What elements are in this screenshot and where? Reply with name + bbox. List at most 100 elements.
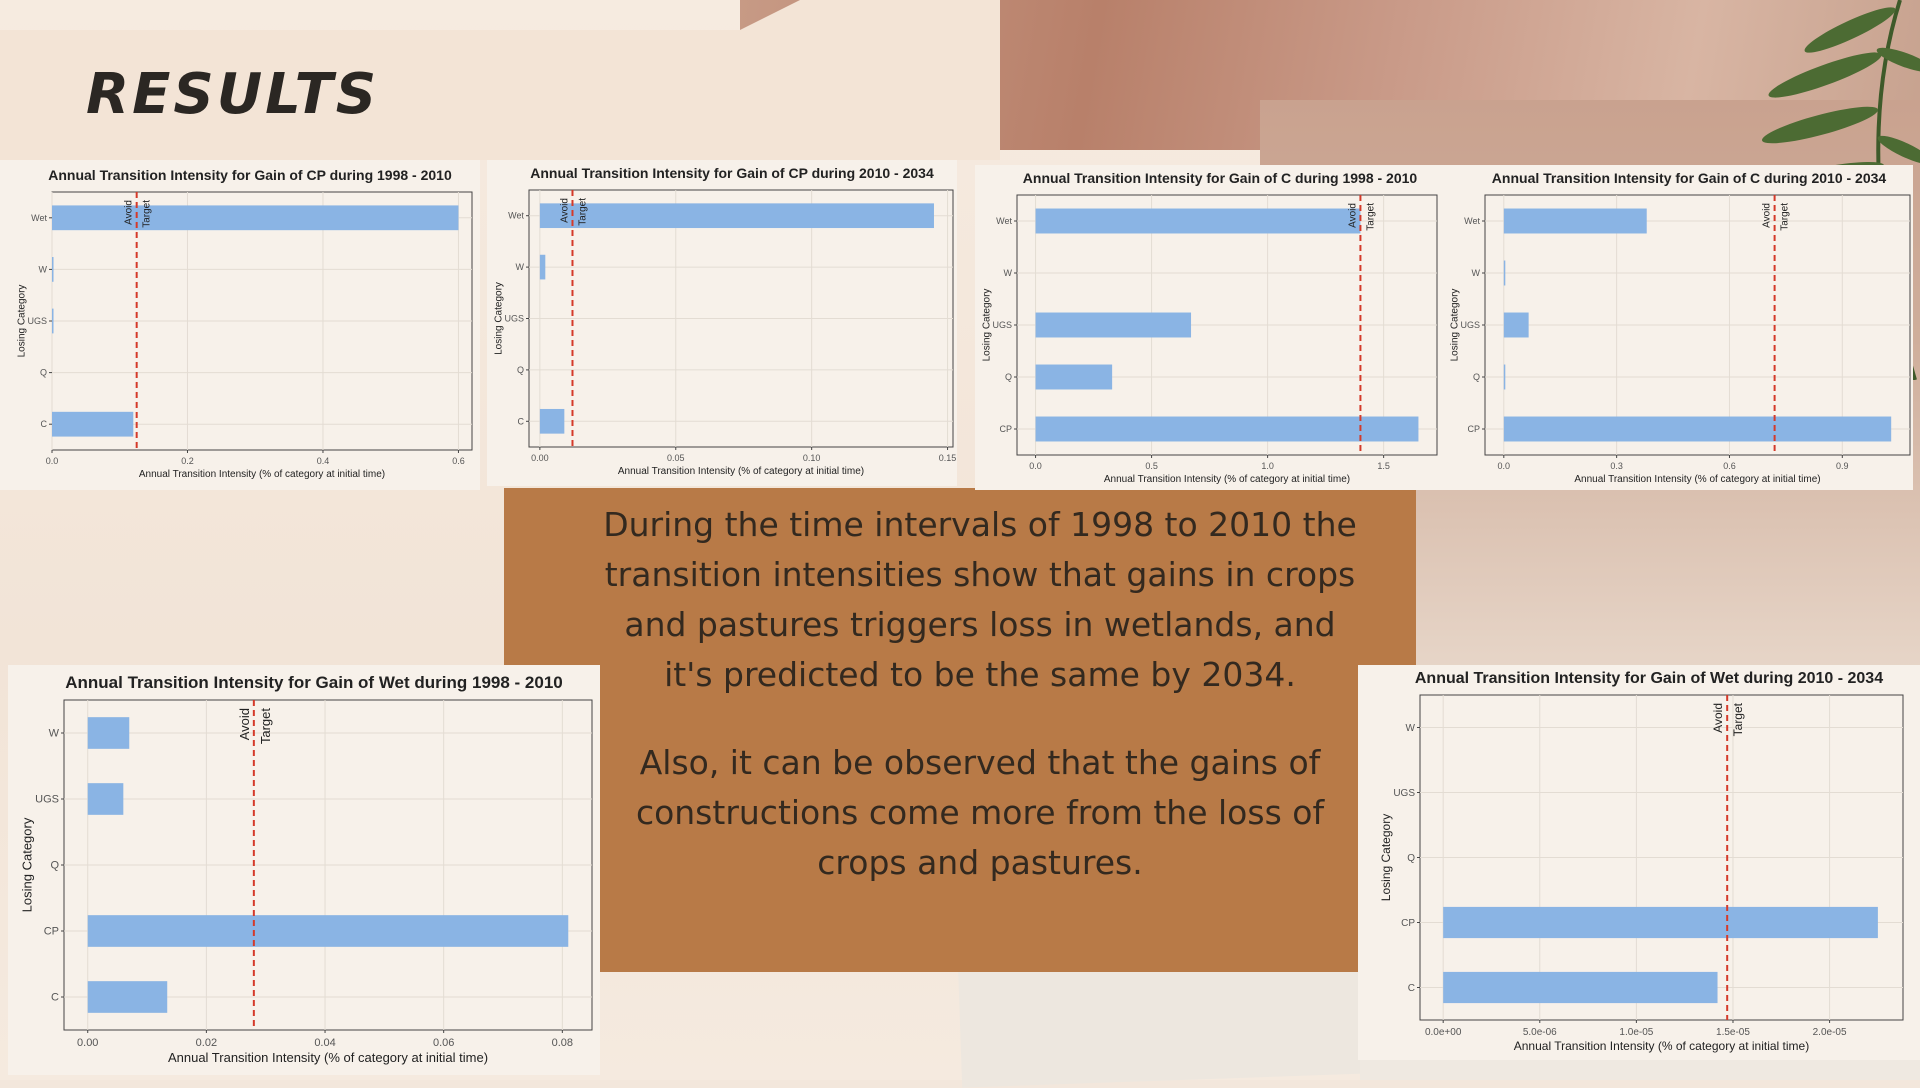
y-tick-label: CP	[44, 926, 59, 938]
chart-title: Annual Transition Intensity for Gain of …	[1492, 170, 1887, 186]
y-tick-label: Wet	[996, 216, 1012, 226]
bar-w	[87, 717, 130, 749]
y-axis-label: Losing Category	[494, 282, 505, 355]
y-tick-label: C	[51, 992, 59, 1004]
chart-title: Annual Transition Intensity for Gain of …	[65, 673, 563, 692]
y-axis-label: Losing Category	[17, 285, 28, 358]
x-tick-label: 0.0	[46, 456, 59, 466]
y-tick-label: UGS	[1393, 788, 1415, 799]
x-tick-label: 0.02	[196, 1037, 217, 1049]
bar-wet	[539, 203, 934, 229]
x-tick-label: 0.6	[452, 456, 465, 466]
x-tick-label: 0.06	[433, 1037, 454, 1049]
bar-c	[1443, 971, 1718, 1004]
chart-panel-3: Annual Transition Intensity for Gain of …	[975, 165, 1445, 490]
x-tick-label: 0.0e+00	[1425, 1027, 1462, 1038]
y-axis-label: Losing Category	[1450, 289, 1461, 362]
annotation-avoid: Avoid	[1762, 203, 1773, 228]
bar-c	[539, 408, 565, 434]
y-tick-label: W	[39, 264, 48, 274]
y-tick-label: Q	[1005, 372, 1012, 382]
x-axis-label: Annual Transition Intensity (% of catego…	[1574, 474, 1820, 485]
bar-cp	[1443, 906, 1878, 939]
annotation-target: Target	[142, 200, 153, 228]
bar-c	[52, 411, 134, 437]
bar-cp	[1035, 416, 1419, 442]
bar-cp	[1503, 416, 1892, 442]
summary-paragraph-2: Also, it can be observed that the gains …	[635, 743, 1325, 882]
chart-title: Annual Transition Intensity for Gain of …	[1415, 670, 1883, 687]
chart-wet-2010-2034: Annual Transition Intensity for Gain of …	[1379, 670, 1904, 1053]
annotation-avoid: Avoid	[559, 198, 570, 223]
x-tick-label: 0.00	[77, 1037, 98, 1049]
chart-title: Annual Transition Intensity for Gain of …	[48, 167, 452, 183]
chart-cp-2010-2034: Annual Transition Intensity for Gain of …	[494, 165, 957, 477]
bar-ugs	[1035, 312, 1192, 338]
x-tick-label: 0.0	[1498, 461, 1511, 471]
x-tick-label: 0.6	[1723, 461, 1736, 471]
chart-panel-2: Annual Transition Intensity for Gain of …	[487, 160, 957, 486]
x-axis-label: Annual Transition Intensity (% of catego…	[1514, 1039, 1809, 1053]
chart-wet-1998-2010: Annual Transition Intensity for Gain of …	[19, 673, 593, 1065]
annotation-target: Target	[1780, 203, 1791, 231]
bar-wet	[52, 205, 459, 231]
bar-ugs	[1503, 312, 1529, 338]
chart-panel-1: Annual Transition Intensity for Gain of …	[0, 160, 480, 490]
annotation-target: Target	[1365, 203, 1376, 231]
summary-box	[504, 488, 1416, 972]
x-tick-label: 0.15	[939, 453, 957, 463]
bar-wet	[1035, 208, 1361, 234]
y-tick-label: UGS	[27, 316, 47, 326]
bar-w	[539, 254, 546, 280]
chart-c-1998-2010: Annual Transition Intensity for Gain of …	[982, 170, 1438, 485]
bar-w	[52, 257, 54, 282]
y-tick-label: C	[1408, 983, 1415, 994]
y-tick-label: Wet	[31, 213, 47, 223]
chart-title: Annual Transition Intensity for Gain of …	[1023, 170, 1418, 186]
y-tick-label: W	[1004, 268, 1013, 278]
chart-panel-5: Annual Transition Intensity for Gain of …	[8, 665, 600, 1075]
bar-q	[1035, 364, 1113, 390]
x-axis-label: Annual Transition Intensity (% of catego…	[168, 1050, 488, 1065]
annotation-target: Target	[258, 708, 273, 745]
y-tick-label: W	[516, 262, 525, 272]
chart-cp-1998-2010: Annual Transition Intensity for Gain of …	[17, 167, 473, 480]
annotation-avoid: Avoid	[237, 708, 252, 740]
background-newspaper-scrap	[958, 952, 1402, 1088]
x-tick-label: 0.9	[1836, 461, 1849, 471]
x-axis-label: Annual Transition Intensity (% of catego…	[1104, 474, 1350, 485]
x-tick-label: 1.5	[1377, 461, 1390, 471]
annotation-avoid: Avoid	[1347, 203, 1358, 228]
y-tick-label: W	[1472, 268, 1481, 278]
y-tick-label: Wet	[508, 211, 524, 221]
x-tick-label: 0.04	[314, 1037, 335, 1049]
y-axis-label: Losing Category	[19, 817, 34, 912]
chart-panel-4: Annual Transition Intensity for Gain of …	[1445, 165, 1913, 490]
x-tick-label: 0.2	[181, 456, 194, 466]
bar-c	[87, 981, 168, 1013]
x-tick-label: 1.5e-05	[1716, 1027, 1750, 1038]
x-tick-label: 1.0e-05	[1619, 1027, 1653, 1038]
bar-wet	[1503, 208, 1647, 234]
chart-c-2010-2034: Annual Transition Intensity for Gain of …	[1450, 170, 1911, 485]
x-tick-label: 0.0	[1029, 461, 1042, 471]
x-tick-label: 0.08	[552, 1037, 573, 1049]
annotation-target: Target	[577, 198, 588, 226]
y-tick-label: CP	[1401, 918, 1415, 929]
x-tick-label: 1.0	[1261, 461, 1274, 471]
y-axis-label: Losing Category	[1379, 814, 1393, 901]
chart-panel-6: Annual Transition Intensity for Gain of …	[1358, 665, 1920, 1060]
x-tick-label: 0.5	[1145, 461, 1158, 471]
x-axis-label: Annual Transition Intensity (% of catego…	[139, 469, 385, 480]
y-tick-label: CP	[1467, 424, 1480, 434]
bar-w	[1503, 260, 1506, 286]
y-tick-label: CP	[999, 424, 1012, 434]
y-axis-label: Losing Category	[982, 289, 993, 362]
chart-title: Annual Transition Intensity for Gain of …	[530, 165, 934, 181]
y-tick-label: Wet	[1464, 216, 1480, 226]
x-axis-label: Annual Transition Intensity (% of catego…	[618, 466, 864, 477]
bar-ugs	[52, 308, 54, 334]
y-tick-label: W	[1406, 723, 1416, 734]
bar-ugs	[87, 783, 124, 815]
x-tick-label: 0.00	[531, 453, 549, 463]
